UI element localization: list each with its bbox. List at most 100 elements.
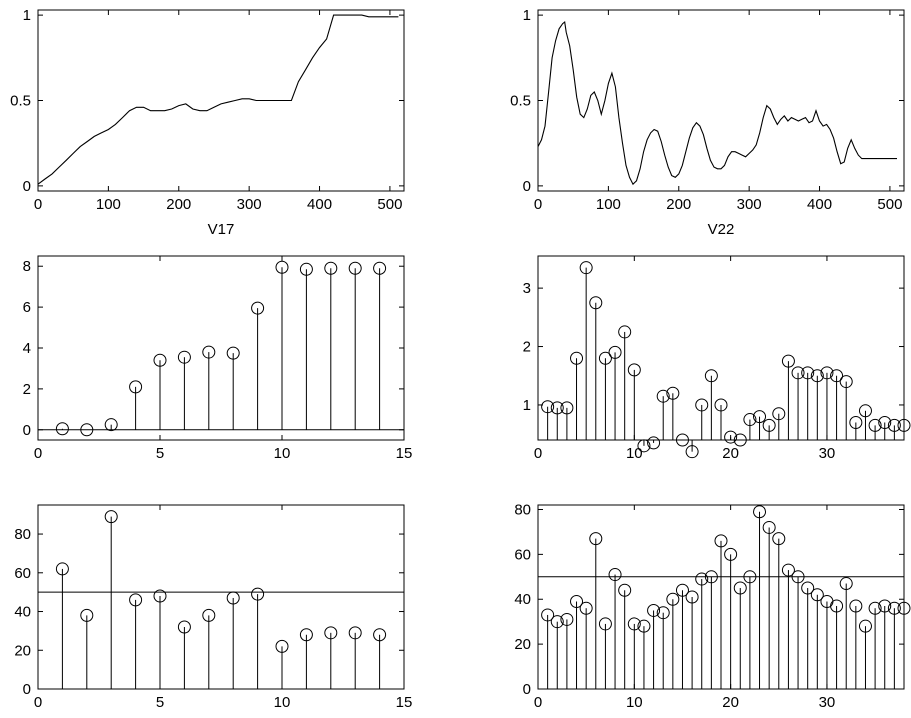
y-tick-label: 1	[23, 7, 31, 24]
stem-marker	[897, 418, 911, 432]
stem-marker	[685, 445, 699, 459]
stem-marker	[589, 532, 603, 546]
stem-marker	[153, 589, 167, 603]
stem-marker	[177, 620, 191, 634]
stem-marker	[647, 603, 661, 617]
stem-marker	[849, 599, 863, 613]
stem-marker	[251, 587, 265, 601]
stem-marker	[666, 592, 680, 606]
stem-marker	[868, 601, 882, 615]
stem-marker	[618, 583, 632, 597]
stem-marker	[878, 599, 892, 613]
stem-marker	[560, 612, 574, 626]
chart-panel-v22-scores: 0 10 20 30 0 20 40 60 80	[514, 501, 911, 711]
stem-marker	[541, 400, 555, 414]
stem-marker	[772, 407, 786, 421]
stem-marker	[202, 608, 216, 622]
stem-marker	[830, 599, 844, 613]
y-tick-label: 60	[14, 565, 31, 582]
y-tick-label: 8	[23, 258, 31, 275]
stem-marker	[801, 581, 815, 595]
stem-marker	[618, 325, 632, 339]
axes-frame	[37, 255, 405, 441]
stem-marker	[714, 534, 728, 548]
stem-marker	[129, 593, 143, 607]
y-tick-label: 40	[14, 604, 31, 621]
y-tick-label: 80	[514, 501, 531, 518]
stem-marker	[550, 615, 564, 629]
stem-marker	[704, 369, 718, 383]
x-tick-label: 0	[34, 694, 42, 711]
stem-marker	[550, 401, 564, 415]
stem-marker	[226, 346, 240, 360]
x-tick-label: 400	[807, 196, 832, 213]
x-tick-label: 10	[274, 445, 291, 462]
stem-marker	[897, 601, 911, 615]
stem-marker	[887, 418, 901, 432]
x-axis-label: V17	[208, 221, 235, 238]
y-tick-label: 0	[23, 422, 31, 439]
stem-marker	[275, 639, 289, 653]
stem-marker	[810, 588, 824, 602]
x-tick-label: 10	[626, 694, 643, 711]
axes-frame	[37, 9, 405, 192]
stem-marker	[373, 628, 387, 642]
stem-marker	[858, 619, 872, 633]
x-tick-label: 30	[819, 694, 836, 711]
stem-marker	[579, 261, 593, 275]
stem-marker	[695, 398, 709, 412]
stem-marker	[675, 433, 689, 447]
stem-marker	[753, 410, 767, 424]
stem-marker	[762, 520, 776, 534]
stem-marker	[560, 401, 574, 415]
y-tick-label: 0.5	[510, 93, 531, 110]
stem-marker	[570, 351, 584, 365]
stem-marker	[589, 296, 603, 310]
stem-marker	[791, 570, 805, 584]
x-tick-label: 0	[534, 694, 542, 711]
stem-marker	[608, 345, 622, 359]
x-tick-label: 0	[534, 196, 542, 213]
stem-marker	[55, 422, 69, 436]
stem-marker	[153, 353, 167, 367]
x-tick-label: 300	[237, 196, 262, 213]
y-tick-label: 1	[523, 397, 531, 414]
stem-marker	[608, 568, 622, 582]
y-tick-label: 0	[523, 681, 531, 698]
stem-marker	[80, 423, 94, 437]
stem-marker	[348, 261, 362, 275]
x-tick-label: 0	[534, 445, 542, 462]
x-tick-label: 20	[722, 445, 739, 462]
stem-marker	[598, 617, 612, 631]
stem-marker	[202, 345, 216, 359]
stem-marker	[598, 351, 612, 365]
stem-marker	[104, 510, 118, 524]
stem-marker	[839, 577, 853, 591]
stem-marker	[733, 581, 747, 595]
chart-panel-v22-line: 0 100 200 300 400 500 0 0.5 1 V22	[510, 7, 905, 238]
x-tick-label: 0	[34, 196, 42, 213]
x-tick-label: 0	[34, 445, 42, 462]
chart-panel-v17-stems: 0 5 10 15 0 2 4 6 8	[23, 255, 412, 462]
stem-marker	[839, 375, 853, 389]
stem-marker	[299, 628, 313, 642]
stem-marker	[801, 366, 815, 380]
y-tick-label: 0	[523, 178, 531, 195]
stem-marker	[656, 606, 670, 620]
stem-marker	[55, 562, 69, 576]
x-tick-label: 10	[626, 445, 643, 462]
x-tick-label: 400	[307, 196, 332, 213]
x-axis-label: V22	[708, 221, 735, 238]
y-tick-label: 40	[514, 591, 531, 608]
stem-marker	[743, 570, 757, 584]
y-tick-label: 6	[23, 299, 31, 316]
stem-marker	[753, 505, 767, 519]
stem-marker	[714, 398, 728, 412]
x-tick-label: 5	[156, 445, 164, 462]
stem-marker	[666, 386, 680, 400]
stem-marker	[324, 261, 338, 275]
x-tick-label: 200	[166, 196, 191, 213]
y-tick-label: 4	[23, 340, 31, 357]
stem-marker	[704, 570, 718, 584]
